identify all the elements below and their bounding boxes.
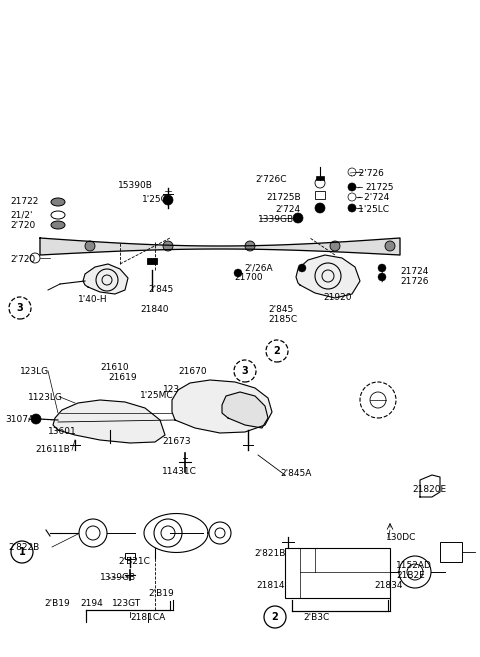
Text: 2'821B: 2'821B bbox=[254, 549, 286, 558]
Text: 21B2E: 21B2E bbox=[396, 572, 425, 581]
Circle shape bbox=[348, 183, 356, 191]
Circle shape bbox=[315, 203, 325, 213]
Text: 1123LG: 1123LG bbox=[28, 392, 63, 401]
Circle shape bbox=[378, 264, 386, 272]
Text: 1'40-H: 1'40-H bbox=[78, 296, 108, 304]
Text: 123LG: 123LG bbox=[20, 367, 49, 376]
Text: 3: 3 bbox=[241, 366, 248, 376]
Text: 21725B: 21725B bbox=[266, 193, 300, 202]
Circle shape bbox=[330, 241, 340, 251]
Text: 21722: 21722 bbox=[10, 198, 38, 206]
Circle shape bbox=[293, 213, 303, 223]
FancyBboxPatch shape bbox=[316, 176, 324, 180]
Text: 21724: 21724 bbox=[400, 267, 428, 277]
Circle shape bbox=[245, 241, 255, 251]
Circle shape bbox=[298, 264, 306, 272]
Text: 2'720: 2'720 bbox=[10, 254, 35, 263]
Text: 21725: 21725 bbox=[365, 183, 394, 193]
Circle shape bbox=[378, 273, 386, 281]
Text: 2'845: 2'845 bbox=[148, 284, 173, 294]
Ellipse shape bbox=[51, 221, 65, 229]
Text: 2'845: 2'845 bbox=[268, 304, 293, 313]
Polygon shape bbox=[40, 238, 400, 255]
Text: - 1'25LC: - 1'25LC bbox=[352, 204, 389, 214]
Text: 2185C: 2185C bbox=[268, 315, 297, 325]
Text: 2: 2 bbox=[272, 612, 278, 622]
Text: 21814: 21814 bbox=[256, 581, 285, 589]
Text: 21920: 21920 bbox=[323, 292, 351, 302]
Circle shape bbox=[85, 241, 95, 251]
Text: 2'720: 2'720 bbox=[10, 221, 35, 231]
Text: 2'B19: 2'B19 bbox=[44, 599, 70, 608]
Text: 3: 3 bbox=[17, 303, 24, 313]
Text: 21619: 21619 bbox=[108, 373, 137, 382]
Text: 2'/26A: 2'/26A bbox=[244, 263, 273, 273]
Text: 123GT: 123GT bbox=[112, 599, 141, 608]
Text: 1152AD: 1152AD bbox=[396, 562, 432, 570]
Polygon shape bbox=[83, 264, 128, 294]
Text: 21834: 21834 bbox=[374, 581, 403, 589]
Text: 2'726C: 2'726C bbox=[255, 175, 287, 183]
Text: 2'B21C: 2'B21C bbox=[118, 558, 150, 566]
Text: 11431C: 11431C bbox=[162, 468, 197, 476]
Text: 2194: 2194 bbox=[80, 599, 103, 608]
Ellipse shape bbox=[51, 198, 65, 206]
Text: 21700: 21700 bbox=[234, 273, 263, 281]
Text: 2'822B: 2'822B bbox=[8, 543, 39, 551]
Text: 21670: 21670 bbox=[178, 367, 206, 376]
Text: 21/2': 21/2' bbox=[10, 210, 33, 219]
Circle shape bbox=[163, 241, 173, 251]
Circle shape bbox=[348, 204, 356, 212]
Polygon shape bbox=[296, 255, 360, 298]
Text: - 2'724: - 2'724 bbox=[358, 194, 389, 202]
Text: .. 2'726: .. 2'726 bbox=[350, 168, 384, 177]
Polygon shape bbox=[172, 380, 272, 433]
Circle shape bbox=[234, 269, 242, 277]
Circle shape bbox=[31, 414, 41, 424]
Text: 2'B19: 2'B19 bbox=[148, 589, 174, 599]
Text: 2'845A: 2'845A bbox=[280, 470, 312, 478]
FancyBboxPatch shape bbox=[315, 191, 325, 199]
Text: 2: 2 bbox=[274, 346, 280, 356]
Text: 2'B3C: 2'B3C bbox=[303, 612, 329, 622]
Text: 21611B: 21611B bbox=[35, 445, 70, 455]
Text: 1339GB: 1339GB bbox=[100, 572, 136, 581]
FancyBboxPatch shape bbox=[147, 258, 157, 264]
Text: 1: 1 bbox=[19, 547, 25, 557]
Text: 21610: 21610 bbox=[100, 363, 129, 373]
Circle shape bbox=[385, 241, 395, 251]
Text: 13601: 13601 bbox=[48, 426, 77, 436]
Text: 21820E: 21820E bbox=[412, 486, 446, 495]
Text: 1'25C: 1'25C bbox=[142, 196, 168, 204]
Circle shape bbox=[163, 195, 173, 205]
Text: 1339GB: 1339GB bbox=[258, 214, 294, 223]
Text: 21726: 21726 bbox=[400, 277, 429, 286]
Text: 3107A: 3107A bbox=[5, 415, 34, 424]
Polygon shape bbox=[222, 392, 268, 428]
Text: 123: 123 bbox=[163, 384, 180, 394]
Polygon shape bbox=[53, 400, 165, 443]
Text: 2181CA: 2181CA bbox=[130, 612, 165, 622]
Text: 2'724: 2'724 bbox=[275, 204, 300, 214]
Text: 130DC: 130DC bbox=[386, 533, 416, 541]
Text: 21840: 21840 bbox=[140, 306, 168, 315]
Text: 15390B: 15390B bbox=[118, 181, 153, 189]
Text: 1'25MC: 1'25MC bbox=[140, 392, 174, 401]
Text: 21673: 21673 bbox=[162, 438, 191, 447]
